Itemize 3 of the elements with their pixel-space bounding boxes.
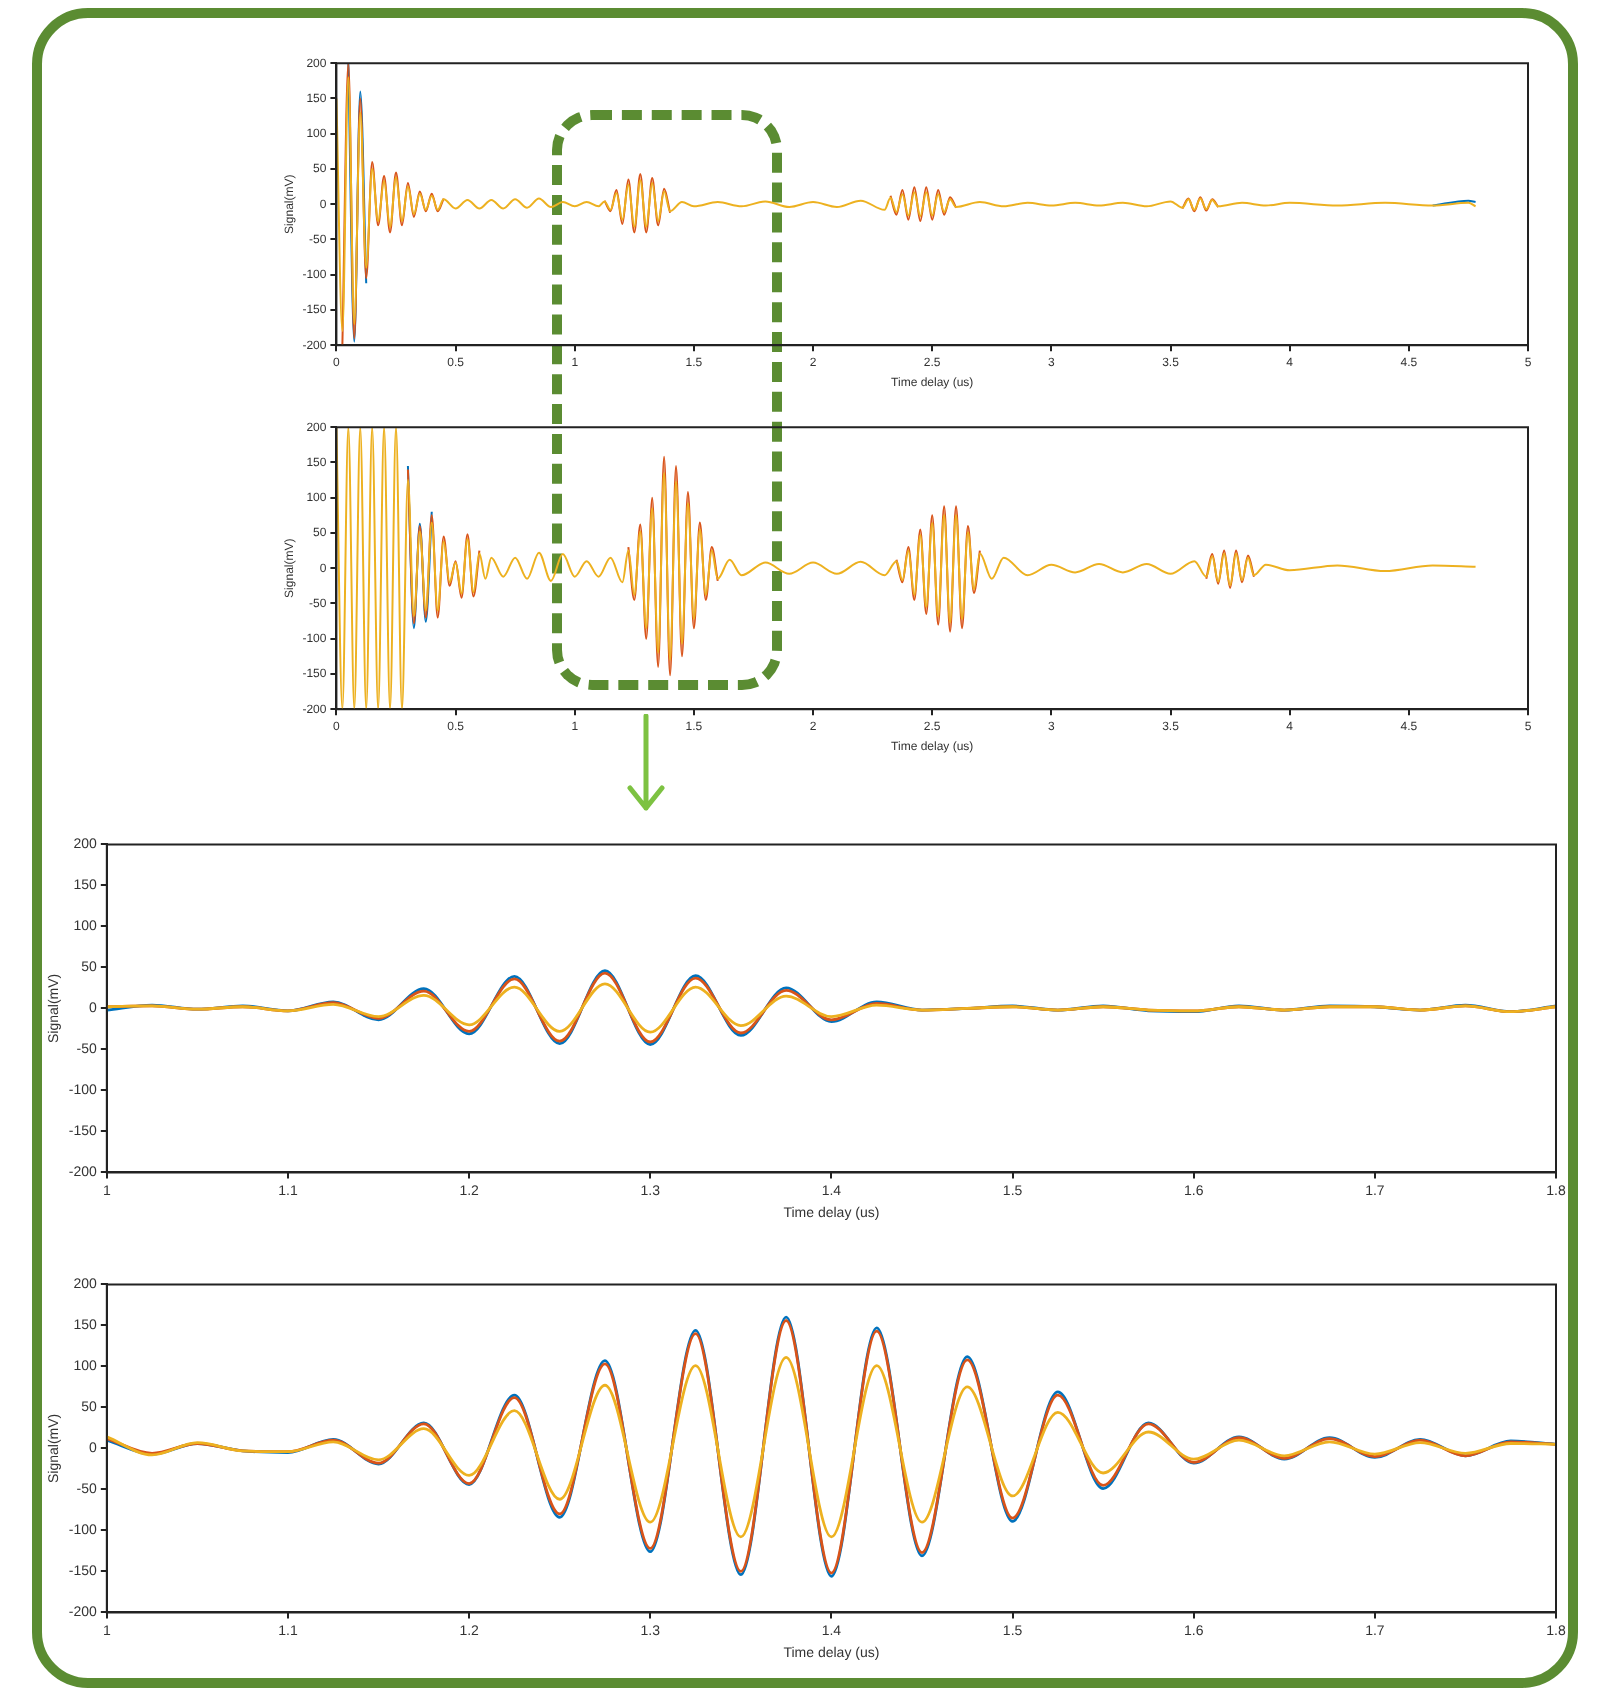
line-series [106,1355,1556,1539]
line-series [106,982,1556,1034]
line-series [336,427,1477,710]
